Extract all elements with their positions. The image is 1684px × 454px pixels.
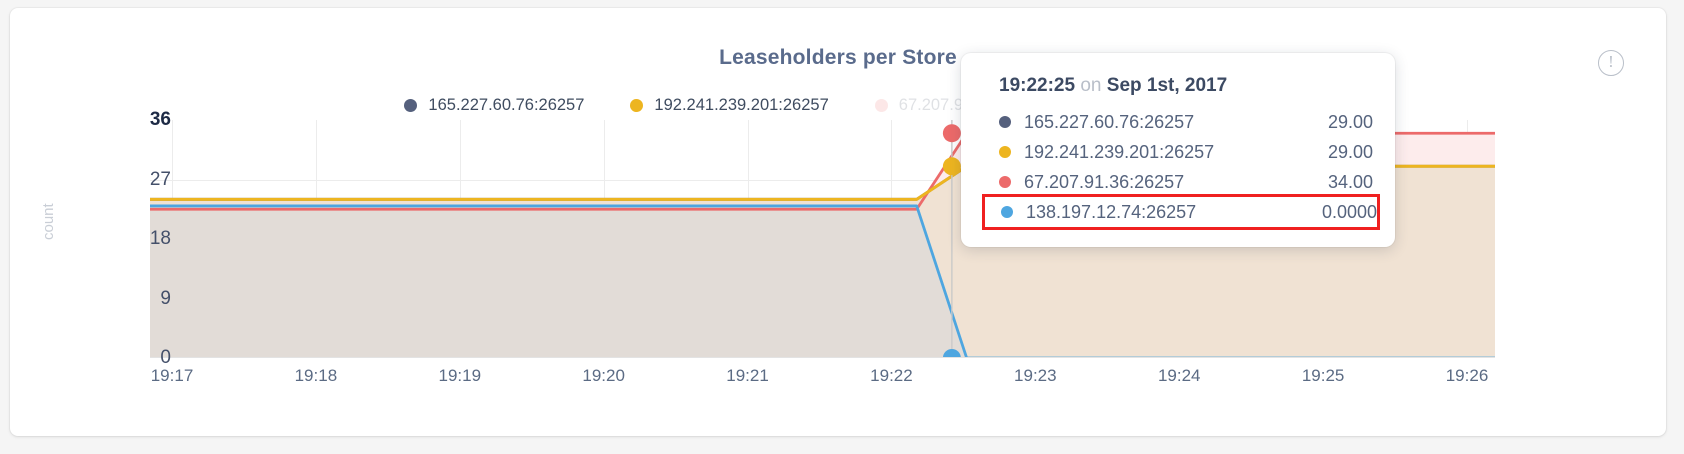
x-tick-label: 19:26 [1445, 366, 1489, 385]
tooltip-row-2: 67.207.91.36:26257 34.00 [983, 167, 1373, 197]
legend-color-dot [630, 99, 644, 112]
tooltip-series-value: 34.00 [1327, 171, 1373, 192]
info-circle-icon[interactable]: ! [1598, 50, 1624, 76]
y-tick-label: 9 [160, 287, 171, 309]
x-tick-label: 19:19 [438, 366, 482, 385]
legend-item-label: 165.227.60.76:26257 [428, 96, 585, 114]
tooltip-series-value: 0.0000 [1321, 201, 1377, 222]
tooltip-row-3: 138.197.12.74:26257 0.0000 [982, 194, 1380, 230]
x-tick-label: 19:21 [726, 366, 769, 385]
y-tick-label: 27 [149, 168, 171, 190]
gridline-h [150, 179, 1495, 181]
tooltip-time: 19:22:25 [999, 75, 1076, 96]
legend-color-dot [404, 99, 418, 112]
x-tick-label: 19:20 [582, 366, 625, 385]
hover-tooltip: 19:22:25 on Sep 1st, 2017 165.227.60.76:… [961, 53, 1395, 247]
tooltip-color-dot [999, 176, 1011, 188]
tooltip-series-name: 165.227.60.76:26257 [1024, 111, 1195, 132]
series-path [150, 205, 1495, 358]
tooltip-row-0: 165.227.60.76:26257 29.00 [983, 107, 1373, 137]
hover-marker [942, 157, 961, 176]
page-title: Leaseholders per Store [719, 46, 957, 69]
hover-marker [942, 349, 961, 358]
tooltip-series-name: 67.207.91.36:26257 [1024, 171, 1185, 192]
x-tick-label: 19:17 [150, 366, 194, 385]
x-tick-label: 19:25 [1301, 366, 1345, 385]
y-tick-label: 0 [160, 347, 171, 368]
tooltip-row-1: 192.241.239.201:26257 29.00 [983, 137, 1373, 167]
x-tick-label: 19:18 [294, 366, 338, 385]
legend-item-label: 192.241.239.201:26257 [654, 96, 829, 114]
x-tick-label: 19:22 [870, 366, 913, 385]
legend-color-dot [874, 99, 888, 112]
x-tick-label: 19:24 [1157, 366, 1201, 385]
tooltip-on-word: on [1080, 75, 1102, 96]
tooltip-color-dot [999, 116, 1011, 128]
tooltip-series-value: 29.00 [1327, 141, 1373, 162]
tooltip-color-dot [1001, 206, 1013, 218]
chart-legend: 165.227.60.76:26257 192.241.239.201:26257… [10, 96, 1666, 115]
x-tick-label: 19:23 [1014, 366, 1057, 385]
y-axis-title: count [40, 203, 57, 240]
chart-card: Leaseholders per Store ! 165.227.60.76:2… [10, 8, 1666, 436]
hover-marker [942, 124, 961, 143]
tooltip-timestamp: 19:22:25 on Sep 1st, 2017 [999, 75, 1373, 97]
tooltip-color-dot [999, 146, 1011, 158]
tooltip-date: Sep 1st, 2017 [1106, 75, 1228, 96]
tooltip-series-value: 29.00 [1327, 111, 1373, 132]
series-path [150, 204, 1495, 358]
tooltip-series-name: 138.197.12.74:26257 [1026, 201, 1197, 222]
tooltip-rows: 165.227.60.76:26257 29.00 192.241.239.201:… [982, 107, 1380, 230]
y-tick-label: 36 [149, 109, 171, 130]
tooltip-series-name: 192.241.239.201:26257 [1024, 141, 1215, 162]
x-axis-line [150, 357, 1495, 358]
legend-item-0[interactable]: 165.227.60.76:26257 [404, 96, 584, 115]
y-tick-label: 18 [149, 228, 171, 249]
legend-item-1[interactable]: 192.241.239.201:26257 [630, 96, 829, 115]
